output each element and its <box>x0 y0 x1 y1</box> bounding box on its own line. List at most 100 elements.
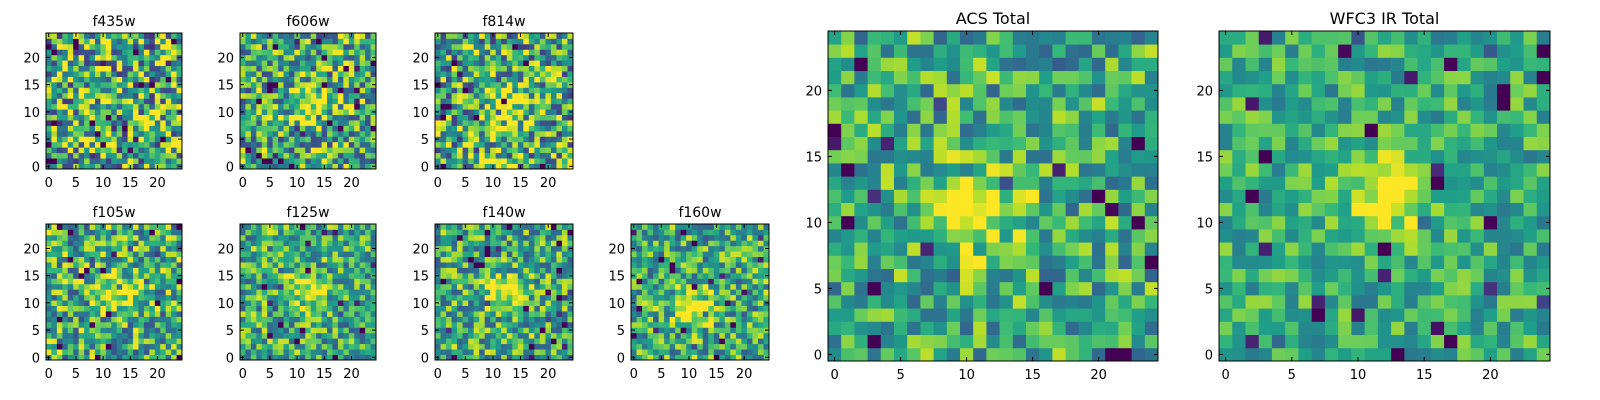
heatmap-cell <box>359 316 366 323</box>
heatmap-cell <box>556 54 563 61</box>
heatmap-cell <box>62 332 69 339</box>
heatmap-cell <box>56 338 63 345</box>
heatmap-cell <box>316 76 322 83</box>
heatmap-cell <box>501 98 508 105</box>
heatmap-cell <box>561 92 568 99</box>
y-tick-label: 15 <box>217 270 234 285</box>
heatmap-cell <box>730 354 737 361</box>
heatmap-cell <box>446 136 452 143</box>
heatmap-cell <box>278 136 284 143</box>
heatmap-cell <box>556 49 563 56</box>
heatmap-cell <box>999 229 1014 243</box>
heatmap-cell <box>1065 242 1080 256</box>
heatmap-cell <box>708 343 715 350</box>
heatmap-cell <box>100 152 107 159</box>
heatmap-cell <box>78 71 85 77</box>
heatmap-cell <box>332 240 339 247</box>
heatmap-cell <box>261 338 268 345</box>
heatmap-cell <box>680 338 687 345</box>
heatmap-cell <box>451 294 458 301</box>
heatmap-cell <box>457 272 463 279</box>
heatmap-cell <box>1052 202 1066 217</box>
heatmap-cell <box>299 278 306 285</box>
heatmap-cell <box>567 43 574 50</box>
heatmap-cell <box>854 255 868 269</box>
heatmap-cell <box>288 224 295 230</box>
heatmap-cell <box>332 321 339 328</box>
heatmap-cell <box>327 76 333 83</box>
heatmap-cell <box>658 245 665 252</box>
heatmap-cell <box>250 354 257 361</box>
heatmap-cell <box>283 224 290 230</box>
heatmap-cell <box>1012 268 1027 283</box>
heatmap-cell <box>517 43 524 50</box>
heatmap-cell <box>127 98 134 105</box>
heatmap-cell <box>473 109 480 115</box>
heatmap-cell <box>506 114 513 121</box>
heatmap-cell <box>316 289 322 296</box>
heatmap-cell <box>272 224 279 230</box>
heatmap-cell <box>51 147 58 154</box>
heatmap-cell <box>94 343 101 350</box>
heatmap-cell <box>67 289 74 296</box>
heatmap-cell <box>94 60 101 67</box>
heatmap-cell <box>78 38 85 45</box>
heatmap-cell <box>337 289 344 296</box>
heatmap-cell <box>545 338 552 345</box>
heatmap-cell <box>473 136 480 143</box>
heatmap-cell <box>691 272 698 279</box>
heatmap-cell <box>160 114 167 121</box>
heatmap-cell <box>354 60 361 67</box>
heatmap-cell <box>468 65 475 72</box>
heatmap-cell <box>484 152 491 159</box>
heatmap-cell <box>299 283 306 290</box>
heatmap-cell <box>490 338 497 345</box>
heatmap-cell <box>154 103 161 110</box>
heatmap-cell <box>240 349 246 355</box>
heatmap-cell <box>46 262 52 268</box>
heatmap-cell <box>310 103 317 110</box>
heatmap-cell <box>561 332 568 339</box>
heatmap-cell <box>468 60 475 67</box>
x-tick-label: 5 <box>72 176 80 191</box>
heatmap-cell <box>757 305 764 312</box>
heatmap-cell <box>288 262 295 268</box>
heatmap-cell <box>880 229 895 243</box>
heatmap-cell <box>332 349 339 355</box>
heatmap-cell <box>550 240 557 247</box>
heatmap-cell <box>512 125 519 132</box>
heatmap-cell <box>143 224 150 230</box>
heatmap-cell <box>702 311 709 317</box>
heatmap-cell <box>154 109 161 115</box>
heatmap-cell <box>506 332 513 339</box>
heatmap-cell <box>94 38 101 45</box>
heatmap-cell <box>143 87 150 94</box>
heatmap-cell <box>539 305 546 312</box>
heatmap-cell <box>310 54 317 61</box>
heatmap-cell <box>51 87 58 94</box>
heatmap-cell <box>332 251 339 258</box>
heatmap-cell <box>365 163 371 170</box>
heatmap-cell <box>960 308 974 322</box>
heatmap-cell <box>310 349 317 355</box>
heatmap-cell <box>757 311 764 317</box>
heatmap-cell <box>713 272 720 279</box>
heatmap-cell <box>370 38 377 45</box>
heatmap-cell <box>490 283 497 290</box>
heatmap-cell <box>550 321 557 328</box>
heatmap-cell <box>556 283 563 290</box>
heatmap-cell <box>149 38 156 45</box>
heatmap-cell <box>960 347 974 362</box>
x-tick-label: 15 <box>512 367 529 382</box>
heatmap-cell <box>305 272 312 279</box>
heatmap-cell <box>165 229 172 236</box>
heatmap-cell <box>354 300 361 306</box>
heatmap-cell <box>294 343 301 350</box>
heatmap-cell <box>310 33 317 39</box>
heatmap-cell <box>365 321 371 328</box>
heatmap-cell <box>697 224 704 230</box>
heatmap-cell <box>310 305 317 312</box>
heatmap-cell <box>62 354 69 361</box>
heatmap-cell <box>337 321 344 328</box>
heatmap-cell <box>484 65 491 72</box>
